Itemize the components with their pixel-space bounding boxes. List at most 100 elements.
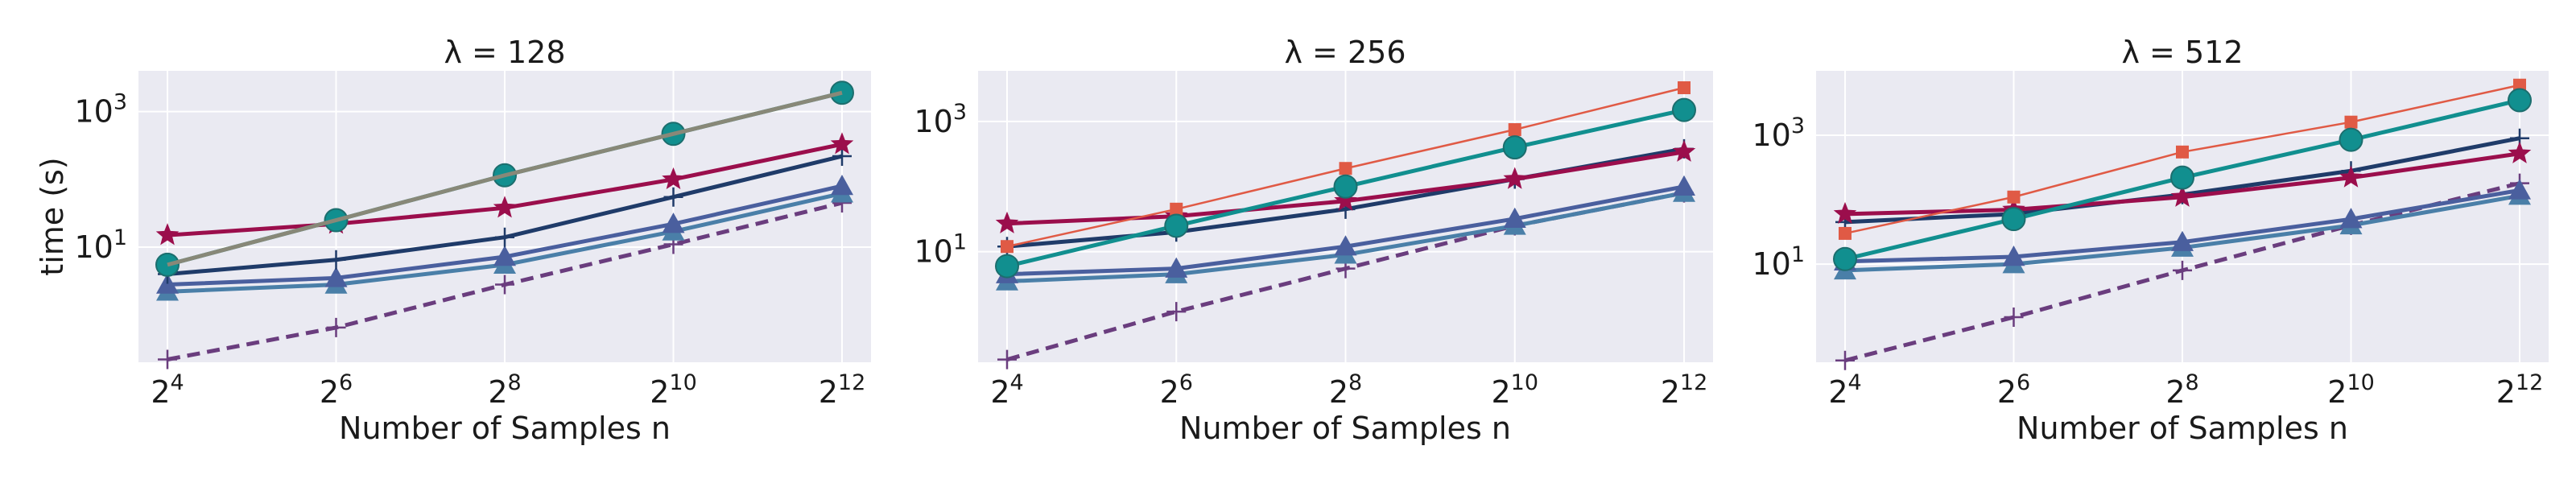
series-5 <box>1001 80 1690 254</box>
data-point-marker <box>2007 190 2021 204</box>
data-point-marker <box>1166 302 1187 322</box>
data-point-marker <box>662 167 685 189</box>
x-tick-label: 210 <box>1491 370 1538 410</box>
x-tick-label: 212 <box>819 370 866 410</box>
data-point-marker <box>1672 97 1696 122</box>
data-point-marker <box>1673 175 1695 196</box>
series-6 <box>995 97 1696 279</box>
data-point-marker <box>158 349 177 369</box>
data-point-marker <box>1333 174 1358 199</box>
series-0 <box>158 193 852 369</box>
y-tick-label: 101 <box>914 230 967 270</box>
data-point-marker <box>495 275 514 295</box>
series-5 <box>1839 78 2526 240</box>
x-tick-label: 24 <box>151 370 184 410</box>
data-point-marker <box>1503 207 1526 228</box>
data-point-marker <box>1339 162 1352 175</box>
x-axis-label: Number of Samples n <box>2017 411 2348 446</box>
data-point-marker <box>493 196 517 218</box>
data-point-marker <box>1833 246 1857 271</box>
y-tick-label: 103 <box>74 90 127 130</box>
data-point-marker <box>2508 141 2532 163</box>
series-group <box>995 80 1696 369</box>
y-tick-labels: 101 103 <box>1752 114 1805 282</box>
x-tick-label: 28 <box>488 370 521 410</box>
data-point-marker <box>2176 145 2189 159</box>
data-point-marker <box>1835 350 1855 370</box>
data-point-marker <box>831 174 853 196</box>
data-point-marker <box>995 254 1019 279</box>
series-6 <box>1833 88 2532 271</box>
x-tick-labels: 24 26 28 210 212 <box>1828 370 2543 410</box>
data-point-marker <box>1672 139 1696 162</box>
data-point-marker <box>2513 78 2526 92</box>
data-point-marker <box>1165 257 1188 278</box>
y-axis-label: time (s) <box>35 157 70 275</box>
x-tick-label: 24 <box>1828 370 1861 410</box>
data-point-marker <box>1508 123 1521 137</box>
chart-title: λ = 256 <box>1284 35 1406 70</box>
data-point-marker <box>832 147 852 167</box>
data-point-marker <box>493 246 516 266</box>
x-tick-labels: 24 26 28 210 212 <box>151 370 865 410</box>
data-point-marker <box>1502 135 1527 160</box>
x-tick-label: 26 <box>1997 370 2030 410</box>
y-tick-label: 101 <box>74 225 127 265</box>
data-point-marker <box>2173 260 2192 280</box>
y-tick-label: 103 <box>1752 114 1805 153</box>
data-point-marker <box>1503 167 1527 189</box>
data-point-marker <box>495 227 514 247</box>
x-tick-label: 28 <box>2165 370 2198 410</box>
series-group <box>1833 78 2532 370</box>
data-point-marker <box>1164 213 1189 238</box>
x-tick-label: 212 <box>1661 370 1708 410</box>
x-tick-label: 28 <box>1329 370 1362 410</box>
data-point-marker <box>1839 226 1852 240</box>
chart-title: λ = 128 <box>444 35 565 70</box>
data-point-marker <box>663 187 683 207</box>
data-point-marker <box>2170 165 2194 190</box>
data-point-marker <box>2508 88 2532 113</box>
data-point-marker <box>995 211 1019 233</box>
data-point-marker <box>830 132 854 155</box>
data-point-marker <box>1170 202 1183 216</box>
data-point-marker <box>326 250 346 270</box>
data-point-marker <box>1334 188 1357 211</box>
data-point-marker <box>2339 127 2363 152</box>
subplot-lambda-512: λ = 512 Number of Samples n 24 26 28 210 212… <box>1752 35 2549 446</box>
x-tick-label: 26 <box>1160 370 1193 410</box>
y-tick-label: 101 <box>1752 242 1805 282</box>
data-point-marker <box>1334 235 1357 256</box>
data-point-marker <box>997 349 1017 369</box>
x-tick-label: 210 <box>650 370 697 410</box>
data-point-marker <box>1833 201 1857 224</box>
data-point-marker <box>155 223 180 246</box>
data-point-marker <box>2002 245 2025 266</box>
x-tick-label: 212 <box>2496 370 2544 410</box>
data-point-marker <box>2004 308 2024 328</box>
data-point-marker <box>2344 115 2358 129</box>
y-tick-labels: 101 103 <box>914 100 967 270</box>
data-point-marker <box>2171 230 2194 251</box>
x-tick-label: 26 <box>320 370 353 410</box>
data-point-marker <box>2339 208 2363 229</box>
data-point-marker <box>662 213 685 233</box>
data-point-marker <box>326 317 346 337</box>
series-7 <box>167 90 843 267</box>
series-group <box>155 80 854 369</box>
x-tick-label: 24 <box>990 370 1023 410</box>
x-tick-labels: 24 26 28 210 212 <box>990 370 1707 410</box>
x-tick-label: 210 <box>2327 370 2375 410</box>
subplot-lambda-256: λ = 256 Number of Samples n 24 26 28 210 212… <box>914 35 1713 446</box>
subplot-lambda-128: λ = 128 time (s) Number of Samples n 24 2… <box>35 35 871 446</box>
y-tick-labels: 101 103 <box>74 90 127 265</box>
data-point-marker <box>2170 184 2194 207</box>
data-point-marker <box>324 266 348 287</box>
x-axis-label: Number of Samples n <box>339 411 671 446</box>
data-point-marker <box>2508 179 2531 200</box>
data-point-marker <box>1001 240 1013 254</box>
data-point-marker <box>2339 165 2363 188</box>
chart-title: λ = 512 <box>2121 35 2243 70</box>
data-point-marker <box>1678 80 1690 94</box>
